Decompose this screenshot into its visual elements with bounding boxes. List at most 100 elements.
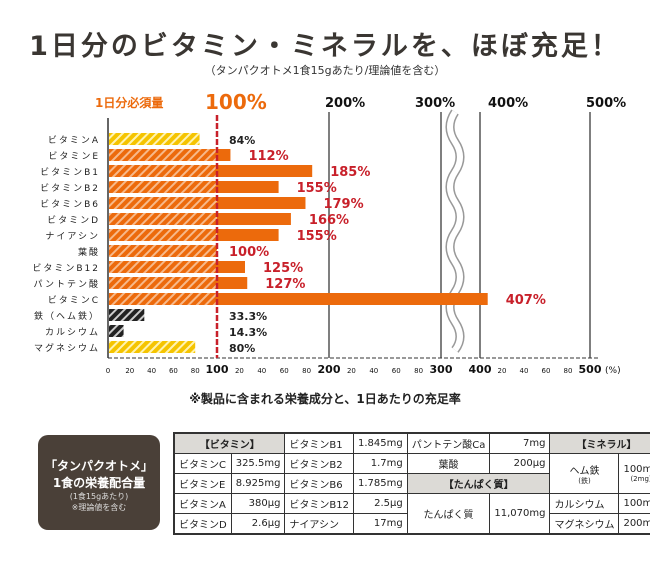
tick-label: 80 — [564, 367, 573, 375]
value-label: 84% — [229, 134, 255, 147]
tick-label: 40 — [520, 367, 529, 375]
bar-solid — [217, 229, 279, 241]
tick-label: 40 — [147, 367, 156, 375]
tick-label: 20 — [235, 367, 244, 375]
page-title: 1日分のビタミン・ミネラルを、ほぼ充足！ — [29, 31, 621, 62]
bar-solid — [217, 261, 245, 273]
cell: ビタミンB2 — [284, 453, 355, 474]
tick-label: 60 — [542, 367, 551, 375]
cell: 7mg — [489, 432, 551, 454]
bar-hatched — [109, 165, 217, 177]
vitamin-header: 【ビタミン】 — [173, 432, 286, 454]
cell: ビタミンE — [173, 473, 232, 494]
value-label: 127% — [265, 277, 305, 292]
cell: ビタミンC — [173, 453, 232, 474]
value-label: 33.3% — [229, 310, 267, 323]
box-line1: 「タンパクオトメ」 — [44, 459, 153, 473]
value-label: 185% — [330, 165, 370, 180]
fe-value: 100mg — [623, 464, 650, 475]
cell: 100mg — [618, 493, 650, 514]
category-label: パントテン酸 — [34, 279, 100, 290]
bar-solid — [217, 277, 248, 289]
axis-break-inner — [447, 110, 463, 352]
bar-hatched — [109, 325, 124, 337]
cell: 11,070mg — [489, 493, 551, 535]
cell: 8.925mg — [230, 473, 286, 494]
bar-solid — [217, 165, 313, 177]
bar-hatched — [109, 261, 217, 273]
bar-hatched — [109, 213, 217, 225]
tick-label: 60 — [280, 367, 289, 375]
cell: 葉酸 — [406, 453, 491, 474]
cell: 200μg — [489, 453, 551, 474]
box-line3: (1食15gあたり) — [69, 492, 129, 501]
cell: カルシウム — [549, 493, 620, 514]
value-label: 125% — [263, 261, 303, 276]
category-label: ビタミンB12 — [32, 263, 100, 274]
cell: ヘム鉄 (鉄) — [549, 453, 620, 494]
tick-label: 40 — [369, 367, 378, 375]
category-label: ビタミンE — [48, 151, 100, 162]
category-label: ビタミンA — [48, 135, 100, 146]
tick-label: 80 — [414, 367, 423, 375]
bar-hatched — [109, 149, 217, 161]
value-label: 179% — [323, 197, 363, 212]
cell: 200mg — [618, 513, 650, 535]
top-label: 500% — [586, 96, 626, 111]
bar-chart: 1日分必須量 100% 200% 300% 400% 500% 0 20 40 60 80 100 20… — [32, 90, 626, 376]
bar-solid — [217, 293, 488, 305]
tick-label: 500 — [579, 363, 602, 376]
protein-header: 【たんぱく質】 — [406, 473, 551, 494]
tick-label: 60 — [169, 367, 178, 375]
category-label: カルシウム — [45, 327, 100, 338]
cell: 1.785mg — [353, 473, 408, 494]
cell: 1.7mg — [353, 453, 408, 474]
tick-label: 0 — [106, 367, 110, 375]
box-line4: ※理論値を含む — [71, 503, 127, 512]
category-label: マグネシウム — [34, 342, 100, 354]
bar-hatched — [109, 277, 217, 289]
tick-label: 80 — [191, 367, 200, 375]
category-label: ナイアシン — [45, 231, 100, 242]
fe-sub-value: (2mg) — [630, 475, 650, 483]
bar-solid — [217, 197, 306, 209]
fe-sub: (鉄) — [578, 477, 591, 485]
tick-label: 60 — [392, 367, 401, 375]
value-label: 100% — [229, 245, 269, 260]
cell: ビタミンB12 — [284, 493, 355, 514]
reference-label: 100% — [205, 90, 267, 114]
category-label: ビタミンC — [48, 295, 100, 306]
cell: パントテン酸Ca — [406, 432, 491, 454]
bar-solid — [217, 149, 231, 161]
subtitle: （タンパクオトメ1食15gあたり/理論値を含む） — [204, 64, 446, 77]
nutrition-box-label: 「タンパクオトメ」 1食の栄養配合量 (1食15gあたり) ※理論値を含む — [38, 435, 160, 530]
footnote: ※製品に含まれる栄養成分と、1日あたりの充足率 — [189, 392, 461, 406]
value-label: 166% — [309, 213, 349, 228]
cell: ナイアシン — [284, 513, 355, 535]
category-label: 葉酸 — [78, 246, 100, 258]
value-label: 14.3% — [229, 326, 267, 339]
category-label: ビタミンB6 — [40, 199, 100, 210]
category-label: ビタミンB2 — [40, 183, 100, 194]
value-label: 112% — [248, 149, 288, 164]
bar-hatched — [109, 197, 217, 209]
cell: 100mg(2mg) — [618, 453, 650, 494]
value-label: 80% — [229, 342, 255, 355]
header-label: 1日分必須量 — [95, 95, 163, 110]
cell: 380μg — [230, 493, 286, 514]
bar-solid — [217, 181, 279, 193]
tick-label: 20 — [498, 367, 507, 375]
category-label: ビタミンB1 — [40, 167, 100, 178]
tick-label: 80 — [302, 367, 311, 375]
bar-hatched — [109, 181, 217, 193]
cell: 1.845mg — [353, 432, 408, 454]
top-label: 200% — [325, 96, 365, 111]
tick-label: 200 — [318, 363, 341, 376]
bar-hatched — [109, 309, 145, 321]
cell: 325.5mg — [230, 453, 286, 474]
top-label: 300% — [415, 96, 455, 111]
top-label: 400% — [488, 96, 528, 111]
tick-label: 20 — [347, 367, 356, 375]
category-label: 鉄（ヘム鉄） — [34, 310, 100, 322]
tick-label: 300 — [430, 363, 453, 376]
